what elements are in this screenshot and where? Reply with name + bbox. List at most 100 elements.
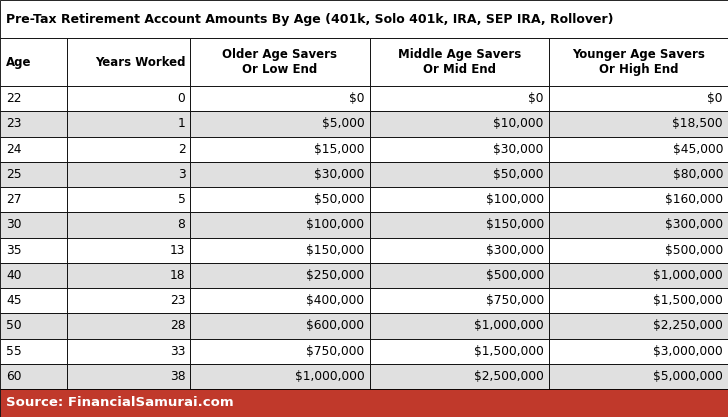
Text: 23: 23 [170, 294, 186, 307]
Text: Source: FinancialSamurai.com: Source: FinancialSamurai.com [6, 397, 234, 409]
Bar [0, 187, 67, 212]
Bar [370, 263, 549, 288]
Text: $1,500,000: $1,500,000 [474, 344, 544, 358]
Bar [370, 364, 549, 389]
Text: $18,500: $18,500 [673, 117, 723, 131]
Bar [67, 187, 191, 212]
Bar [67, 364, 191, 389]
Text: $30,000: $30,000 [314, 168, 365, 181]
Bar [0, 263, 67, 288]
Bar [0, 238, 67, 263]
Text: 0: 0 [178, 92, 186, 105]
Text: $300,000: $300,000 [486, 244, 544, 256]
Bar [549, 212, 728, 238]
Bar [0, 288, 67, 313]
Bar [67, 86, 191, 111]
Text: $150,000: $150,000 [306, 244, 365, 256]
Bar [549, 187, 728, 212]
Text: $0: $0 [708, 92, 723, 105]
Text: $1,000,000: $1,000,000 [295, 370, 365, 383]
Text: $2,500,000: $2,500,000 [474, 370, 544, 383]
Bar [370, 187, 549, 212]
Bar [549, 238, 728, 263]
Text: 27: 27 [6, 193, 22, 206]
Text: $15,000: $15,000 [314, 143, 365, 156]
Text: $250,000: $250,000 [306, 269, 365, 282]
Text: $5,000: $5,000 [322, 117, 365, 131]
Text: 45: 45 [6, 294, 22, 307]
Bar [191, 263, 370, 288]
Bar [191, 38, 370, 86]
Bar [370, 238, 549, 263]
Bar [549, 263, 728, 288]
Bar [370, 111, 549, 136]
Text: $600,000: $600,000 [306, 319, 365, 332]
Text: 55: 55 [6, 344, 22, 358]
Text: Years Worked: Years Worked [95, 55, 186, 68]
Text: $80,000: $80,000 [673, 168, 723, 181]
Bar [0, 38, 67, 86]
Text: 33: 33 [170, 344, 186, 358]
Text: 22: 22 [6, 92, 22, 105]
Bar [191, 288, 370, 313]
Text: 8: 8 [178, 219, 186, 231]
Text: $160,000: $160,000 [665, 193, 723, 206]
Bar [0, 389, 728, 417]
Text: $0: $0 [349, 92, 365, 105]
Text: 2: 2 [178, 143, 186, 156]
Text: 1: 1 [178, 117, 186, 131]
Text: 60: 60 [6, 370, 22, 383]
Text: $1,000,000: $1,000,000 [474, 319, 544, 332]
Text: $5,000,000: $5,000,000 [653, 370, 723, 383]
Text: $300,000: $300,000 [665, 219, 723, 231]
Text: 13: 13 [170, 244, 186, 256]
Bar [191, 86, 370, 111]
Text: $100,000: $100,000 [486, 193, 544, 206]
Bar [0, 162, 67, 187]
Bar [0, 212, 67, 238]
Bar [549, 136, 728, 162]
Bar [549, 86, 728, 111]
Bar [67, 238, 191, 263]
Text: $1,500,000: $1,500,000 [653, 294, 723, 307]
Bar [549, 313, 728, 339]
Text: 3: 3 [178, 168, 186, 181]
Text: 30: 30 [6, 219, 22, 231]
Bar [549, 111, 728, 136]
Text: Younger Age Savers
Or High End: Younger Age Savers Or High End [572, 48, 705, 76]
Text: $0: $0 [529, 92, 544, 105]
Text: 40: 40 [6, 269, 22, 282]
Bar [67, 111, 191, 136]
Bar [67, 136, 191, 162]
Bar [370, 162, 549, 187]
Bar [0, 0, 728, 38]
Bar [549, 339, 728, 364]
Text: $100,000: $100,000 [306, 219, 365, 231]
Bar [191, 364, 370, 389]
Bar [191, 238, 370, 263]
Bar [370, 339, 549, 364]
Text: $750,000: $750,000 [306, 344, 365, 358]
Text: $10,000: $10,000 [494, 117, 544, 131]
Bar [0, 339, 67, 364]
Bar [0, 111, 67, 136]
Bar [67, 212, 191, 238]
Text: Middle Age Savers
Or Mid End: Middle Age Savers Or Mid End [397, 48, 521, 76]
Text: Age: Age [6, 55, 31, 68]
Bar [370, 288, 549, 313]
Bar [191, 187, 370, 212]
Text: $400,000: $400,000 [306, 294, 365, 307]
Text: Pre-Tax Retirement Account Amounts By Age (401k, Solo 401k, IRA, SEP IRA, Rollov: Pre-Tax Retirement Account Amounts By Ag… [6, 13, 614, 25]
Bar [67, 38, 191, 86]
Text: $50,000: $50,000 [494, 168, 544, 181]
Bar [370, 313, 549, 339]
Text: $2,250,000: $2,250,000 [653, 319, 723, 332]
Text: 35: 35 [6, 244, 22, 256]
Bar [370, 136, 549, 162]
Bar [191, 162, 370, 187]
Text: $150,000: $150,000 [486, 219, 544, 231]
Text: $3,000,000: $3,000,000 [653, 344, 723, 358]
Text: Older Age Savers
Or Low End: Older Age Savers Or Low End [223, 48, 338, 76]
Text: 50: 50 [6, 319, 22, 332]
Bar [370, 212, 549, 238]
